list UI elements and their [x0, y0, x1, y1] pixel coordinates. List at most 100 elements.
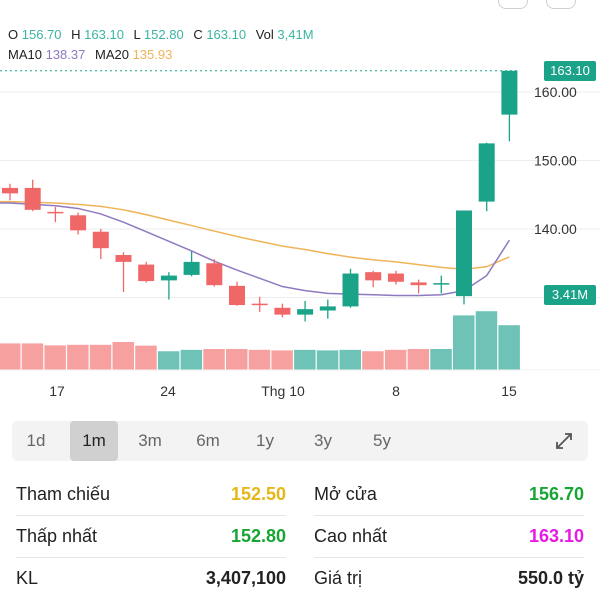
ma-legend: MA10 138.37 MA20 135.93 — [8, 46, 178, 63]
tab-3y[interactable]: 3y — [314, 431, 332, 450]
volume-bar — [362, 351, 384, 370]
volume-stat-label: KL — [16, 568, 39, 588]
volume-bar — [67, 344, 89, 370]
volume-bar — [44, 345, 66, 370]
y-tick-label: 160.00 — [534, 84, 577, 100]
open-stat-label: Mở cửa — [314, 484, 377, 504]
reference-value: 152.50 — [230, 484, 286, 504]
candle-body — [387, 273, 404, 282]
tab-1d[interactable]: 1d — [26, 431, 46, 450]
volume-bar — [21, 343, 44, 370]
vol-value: 3,41M — [277, 27, 314, 42]
y-tick-label: 150.00 — [534, 153, 577, 169]
candle-body — [70, 215, 87, 231]
volume-bar — [135, 345, 157, 370]
volume-bar — [498, 325, 520, 370]
low-stat-label: Thấp nhất — [16, 526, 98, 546]
low-value: 152.80 — [143, 27, 184, 42]
open-label: O — [8, 27, 19, 42]
candle-body — [501, 70, 518, 115]
divider — [16, 557, 286, 558]
open-value: 156.70 — [21, 27, 62, 42]
candle-body — [138, 264, 155, 282]
tab-5y[interactable]: 5y — [373, 431, 391, 450]
candle-body — [47, 211, 64, 214]
stat-volume: KL 3,407,100 — [16, 558, 286, 598]
stat-low: Thấp nhất 152.80 — [16, 516, 286, 556]
volume-bar — [316, 350, 339, 370]
candle-body — [206, 263, 223, 286]
x-tick-label: 15 — [501, 383, 517, 399]
candle-body — [2, 187, 18, 194]
candle-body — [365, 272, 382, 281]
volume-bar — [248, 349, 271, 370]
volume-bar — [226, 349, 248, 370]
high-value: 163.10 — [84, 27, 124, 42]
last-price-tag: 163.10 — [544, 61, 596, 81]
volume-bar — [475, 311, 498, 370]
stat-reference: Tham chiếu 152.50 — [16, 474, 286, 514]
top-toolbar-fragment — [0, 0, 600, 10]
low-stat-value: 152.80 — [230, 526, 286, 546]
volume-bar — [112, 342, 134, 370]
volume-bar — [384, 349, 407, 370]
toolbar-button-right[interactable] — [546, 0, 576, 9]
low-label: L — [133, 27, 141, 42]
candle-body — [342, 273, 359, 307]
stat-high: Cao nhất 163.10 — [314, 516, 584, 556]
divider — [314, 515, 584, 516]
close-label: C — [193, 27, 203, 42]
candle-body — [297, 309, 314, 315]
volume-bar — [203, 349, 225, 370]
ma20-value: 135.93 — [132, 47, 173, 62]
candle-body — [456, 210, 472, 297]
x-tick-label: Thg 10 — [261, 383, 305, 399]
candle-body — [160, 275, 177, 281]
ma20-label: MA20 — [94, 47, 129, 62]
close-value: 163.10 — [206, 27, 247, 42]
expand-icon[interactable] — [554, 431, 574, 451]
candle-body — [251, 303, 268, 306]
x-tick-label: 8 — [392, 383, 400, 399]
candle-body — [229, 285, 245, 306]
vol-label: Vol — [255, 27, 274, 42]
tab-1m[interactable]: 1m — [70, 421, 118, 461]
volume-bar — [453, 315, 475, 370]
candle-body — [319, 306, 336, 311]
volume-tag: 3.41M — [544, 285, 596, 305]
ma10-line — [0, 202, 511, 297]
volume-bar — [407, 349, 430, 370]
reference-label: Tham chiếu — [16, 484, 111, 504]
price-chart[interactable]: 160.00 150.00 140.00 17 24 Thg 10 8 15 — [0, 60, 600, 400]
open-stat-value: 156.70 — [528, 484, 584, 504]
volume-stat-value: 3,407,100 — [205, 568, 286, 588]
high-stat-label: Cao nhất — [314, 526, 388, 546]
candle-body — [433, 283, 450, 285]
tab-1y[interactable]: 1y — [256, 431, 274, 450]
volume-bar — [180, 349, 203, 370]
volume-bar — [0, 343, 21, 370]
x-tick-label: 17 — [49, 383, 65, 399]
ma20-line — [0, 200, 510, 271]
volume-bar — [89, 344, 112, 370]
toolbar-button-left[interactable] — [498, 0, 528, 9]
candle-body — [24, 187, 41, 210]
timeframe-tabs: 1d 1m 3m 6m 1y 3y 5y — [12, 421, 588, 461]
candle-body — [183, 261, 200, 275]
stat-value: Giá trị 550.0 tỷ — [314, 558, 584, 598]
divider — [16, 515, 286, 516]
tab-6m[interactable]: 6m — [196, 431, 220, 450]
high-label: H — [71, 27, 81, 42]
candle-body — [115, 255, 132, 262]
volume-bar — [430, 349, 452, 370]
volume-bar — [271, 350, 293, 370]
tab-3m[interactable]: 3m — [138, 431, 162, 450]
high-stat-value: 163.10 — [528, 526, 584, 546]
volume-bar — [294, 349, 316, 370]
candle-body — [478, 143, 495, 202]
divider — [314, 557, 584, 558]
y-tick-label: 140.00 — [534, 221, 577, 237]
candle-body — [410, 282, 427, 286]
ohlc-legend: O 156.70 H 163.10 L 152.80 C 163.10 Vol … — [8, 26, 320, 43]
volume-bar — [339, 349, 361, 370]
